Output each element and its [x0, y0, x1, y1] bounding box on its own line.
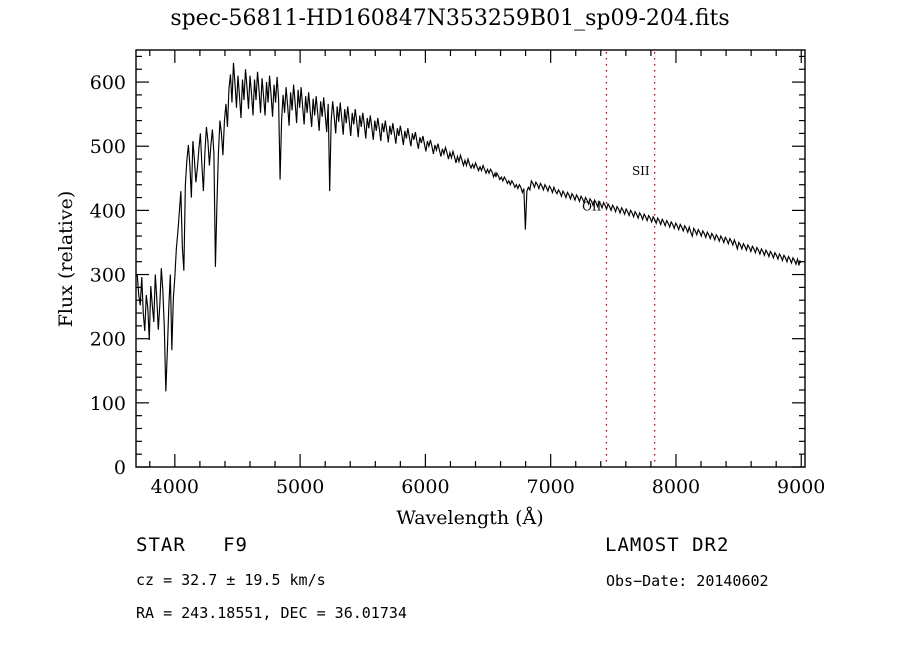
survey-label: LAMOST DR2 — [605, 534, 730, 556]
y-axis-title: Flux (relative) — [55, 191, 77, 328]
x-tick-label: 6000 — [401, 476, 449, 498]
y-tick-label: 300 — [90, 265, 126, 287]
redshift-velocity-label: cz = 32.7 ± 19.5 km/s — [136, 571, 326, 589]
star-class-label: STAR F9 — [136, 534, 248, 556]
x-axis-ticks — [149, 50, 802, 467]
line-label-sii: SII — [632, 164, 650, 178]
x-tick-label: 8000 — [652, 476, 700, 498]
y-tick-label: 400 — [90, 200, 126, 222]
y-tick-label: 100 — [90, 393, 126, 415]
coordinates-label: RA = 243.18551, DEC = 36.01734 — [136, 604, 407, 622]
object-class: STAR — [136, 534, 186, 556]
line-label-oii: OII — [582, 199, 602, 213]
spectrum-trace — [136, 62, 802, 392]
y-tick-label: 0 — [114, 457, 126, 479]
x-tick-label: 7000 — [527, 476, 575, 498]
y-tick-label: 500 — [90, 136, 126, 158]
x-tick-label: 4000 — [151, 476, 199, 498]
y-tick-label: 600 — [90, 72, 126, 94]
x-tick-label: 5000 — [276, 476, 324, 498]
page-title: spec-56811-HD160847N353259B01_sp09-204.f… — [170, 6, 730, 31]
plot-frame — [135, 49, 806, 468]
spectral-type: F9 — [223, 534, 248, 556]
x-tick-label: 9000 — [777, 476, 825, 498]
y-axis-tick-labels: 0 100 200 300 400 500 600 — [90, 72, 126, 479]
y-axis-ticks — [136, 55, 805, 468]
y-tick-label: 200 — [90, 329, 126, 351]
x-axis-tick-labels: 4000 5000 6000 7000 8000 9000 — [151, 476, 826, 498]
observation-date-label: Obs−Date: 20140602 — [606, 572, 769, 590]
emission-line-markers: OII SII — [582, 52, 656, 466]
x-axis-title: Wavelength (Å) — [396, 507, 543, 529]
